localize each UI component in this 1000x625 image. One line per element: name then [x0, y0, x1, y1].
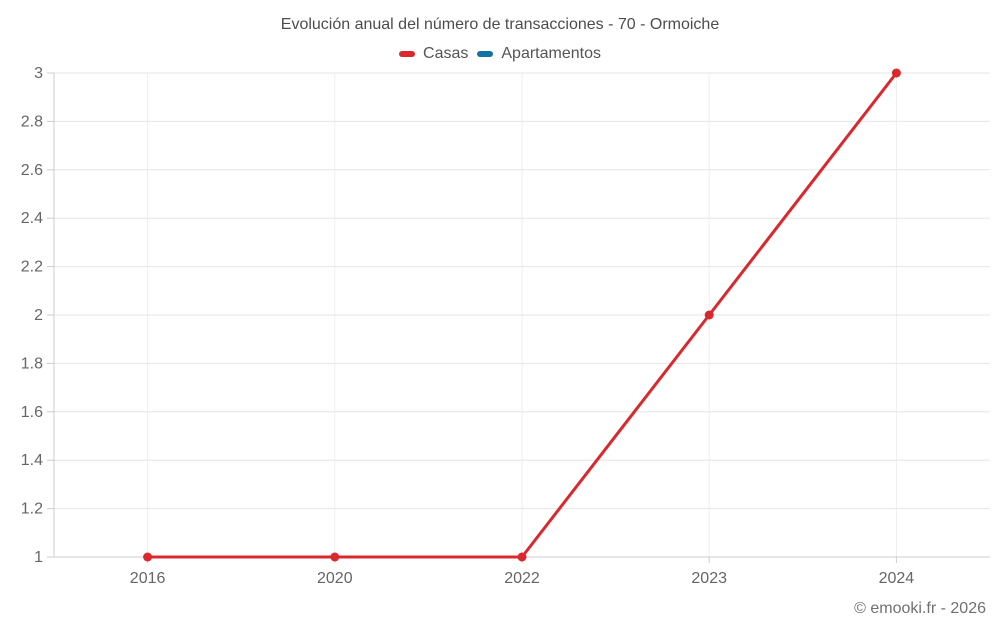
x-axis-label: 2023	[691, 570, 727, 587]
credit-text: © emooki.fr - 2026	[854, 600, 986, 617]
y-axis-label: 1	[34, 549, 43, 566]
series-casas	[143, 68, 901, 562]
legend-item-casas[interactable]: Casas	[399, 45, 468, 63]
y-axis-label: 2.2	[21, 259, 43, 276]
y-axis-label: 1.2	[21, 501, 43, 518]
y-axis-label: 2.4	[21, 210, 43, 227]
legend-item-apartamentos[interactable]: Apartamentos	[477, 45, 601, 63]
data-point[interactable]	[143, 552, 153, 562]
legend: Casas Apartamentos	[0, 45, 1000, 63]
x-axis-label: 2022	[504, 570, 540, 587]
axis-labels: 2016 2020 2022 2023 2024 1 1.2 1.4 1.6 1.8 2 2.2 2.4…	[21, 65, 915, 587]
y-axis-label: 3	[34, 65, 43, 82]
data-point[interactable]	[704, 310, 714, 320]
legend-swatch-casas	[399, 51, 416, 57]
x-axis-label: 2020	[317, 570, 353, 587]
data-point[interactable]	[517, 552, 527, 562]
legend-label: Casas	[423, 45, 469, 62]
y-axis-label: 2.8	[21, 113, 43, 130]
x-axis-label: 2016	[130, 570, 166, 587]
data-point[interactable]	[330, 552, 340, 562]
legend-swatch-apartamentos	[477, 51, 494, 57]
chart-title: Evolución anual del número de transaccio…	[280, 16, 720, 33]
series-group	[143, 68, 901, 562]
x-axis-label: 2024	[879, 570, 915, 587]
y-axis-label: 1.6	[21, 404, 43, 421]
axis-ticks	[47, 72, 897, 563]
y-axis-label: 2	[34, 307, 43, 324]
y-axis-label: 1.8	[21, 355, 43, 372]
y-axis-label: 2.6	[21, 162, 43, 179]
data-point[interactable]	[891, 68, 901, 78]
y-axis-label: 1.4	[21, 452, 43, 469]
legend-label: Apartamentos	[501, 45, 601, 62]
